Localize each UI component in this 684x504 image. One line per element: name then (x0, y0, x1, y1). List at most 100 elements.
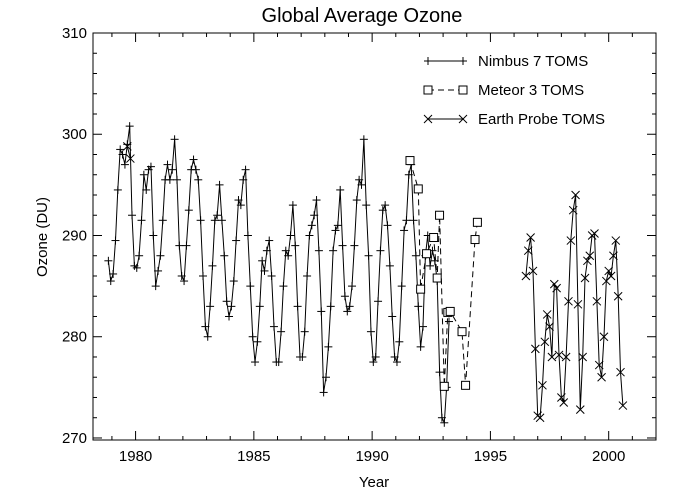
data-point (526, 233, 535, 242)
y-tick-label: 280 (62, 329, 87, 346)
data-point (265, 236, 274, 245)
data-point (470, 235, 480, 245)
data-point (388, 312, 397, 321)
data-point (312, 196, 321, 205)
data-point (139, 170, 148, 179)
data-point (575, 405, 585, 414)
data-point (336, 185, 345, 194)
data-point (184, 206, 193, 215)
data-point (225, 312, 234, 321)
legend-marker (458, 114, 468, 124)
data-point (580, 273, 590, 283)
data-point (435, 210, 445, 220)
series-line (107, 126, 450, 424)
data-point (116, 145, 125, 154)
data-point (426, 261, 435, 270)
legend-marker (423, 114, 433, 124)
data-point (243, 231, 252, 240)
data-point (599, 332, 609, 342)
data-point (194, 175, 203, 184)
data-point (571, 190, 580, 200)
data-point (445, 306, 455, 316)
data-point (307, 221, 316, 230)
data-point (317, 307, 326, 316)
data-point (319, 388, 328, 397)
data-point (175, 241, 184, 250)
data-point (258, 256, 267, 265)
data-point (604, 266, 614, 276)
legend-marker (424, 57, 432, 65)
data-point (371, 352, 380, 361)
data-point (303, 271, 312, 280)
legend-marker (423, 85, 433, 95)
data-point (374, 297, 383, 306)
data-point (300, 327, 309, 336)
data-point (208, 261, 217, 270)
data-point (251, 358, 260, 367)
data-point (597, 372, 606, 382)
data-point (201, 322, 210, 331)
data-point (416, 284, 426, 294)
data-point (395, 337, 404, 346)
data-point (559, 398, 569, 407)
chart-title: Global Average Ozone (262, 5, 463, 27)
data-point (411, 251, 420, 260)
data-point (554, 350, 564, 360)
data-point (583, 256, 592, 266)
data-point (376, 246, 385, 255)
data-point (404, 170, 413, 179)
data-point (405, 156, 415, 166)
data-point (213, 211, 222, 220)
data-point (305, 231, 314, 240)
data-point (345, 302, 354, 311)
data-point (540, 337, 550, 347)
data-point (355, 175, 364, 184)
data-point (203, 332, 212, 341)
data-point (390, 352, 399, 361)
y-tick-label: 310 (62, 25, 87, 42)
data-point (461, 380, 471, 390)
data-point (392, 358, 401, 367)
data-point (246, 282, 255, 291)
data-point (284, 251, 293, 260)
data-point (210, 216, 219, 225)
data-point (262, 246, 271, 255)
data-point (260, 266, 269, 275)
data-point (381, 201, 390, 210)
series-2 (122, 142, 628, 423)
data-point (413, 184, 423, 194)
data-point (611, 236, 621, 245)
data-point (359, 135, 368, 144)
data-point (568, 205, 578, 215)
data-point (324, 342, 333, 351)
y-tick-label: 290 (62, 227, 87, 244)
series-layer (104, 122, 628, 427)
data-point (435, 368, 444, 377)
data-point (239, 175, 248, 184)
data-point (298, 352, 307, 361)
data-point (286, 231, 295, 240)
x-tick-label: 1980 (119, 448, 152, 465)
data-point (279, 282, 288, 291)
data-point (177, 271, 186, 280)
data-point (364, 251, 373, 260)
data-point (137, 216, 146, 225)
data-point (333, 221, 342, 230)
series-line (525, 194, 624, 419)
data-point (573, 299, 583, 309)
data-point (293, 302, 302, 311)
data-point (547, 352, 557, 362)
data-point (326, 302, 335, 311)
data-point (172, 175, 181, 184)
data-point (397, 282, 406, 291)
data-point (590, 229, 599, 238)
data-point (149, 231, 158, 240)
x-tick-label: 2000 (592, 448, 625, 465)
data-point (154, 266, 163, 275)
data-point (267, 271, 276, 280)
data-point (616, 367, 625, 377)
data-point (198, 271, 207, 280)
data-point (457, 327, 467, 337)
data-point (122, 142, 132, 151)
